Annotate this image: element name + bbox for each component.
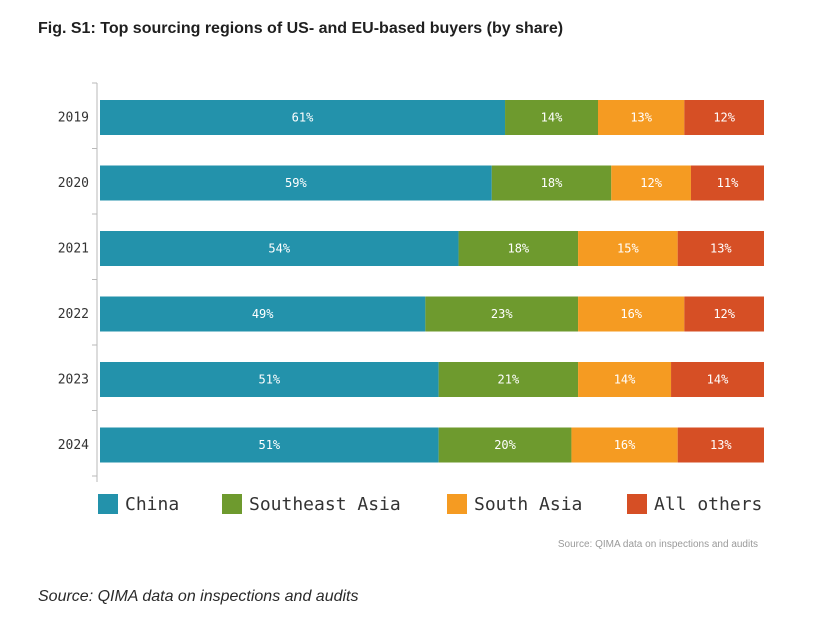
bar-value-label: 15%: [617, 242, 639, 256]
year-tick-label: 2023: [58, 373, 89, 388]
bar-value-label: 59%: [285, 176, 307, 190]
bar-value-label: 51%: [258, 438, 280, 452]
bar-value-label: 18%: [541, 176, 563, 190]
bar-value-label: 11%: [717, 176, 739, 190]
year-tick-label: 2022: [58, 307, 89, 322]
bar-value-label: 21%: [498, 373, 520, 387]
bar-segment: [677, 231, 764, 266]
bar-value-label: 20%: [494, 438, 516, 452]
bar-segment: [571, 427, 678, 463]
bar-value-label: 51%: [258, 373, 280, 387]
chart-title: Fig. S1: Top sourcing regions of US- and…: [38, 20, 564, 37]
bar-value-label: 49%: [252, 307, 274, 321]
bar-value-label: 13%: [710, 438, 732, 452]
bar-segment: [611, 165, 691, 201]
bar-value-label: 14%: [614, 373, 636, 387]
bar-value-label: 13%: [630, 111, 652, 125]
bar-value-label: 61%: [292, 111, 314, 125]
bar-segment: [684, 100, 764, 135]
legend-swatch: [222, 494, 242, 514]
bar-segment: [100, 231, 459, 266]
bar-segment: [100, 165, 492, 201]
year-tick-label: 2021: [58, 242, 89, 257]
bar-segment: [100, 100, 506, 135]
bar-segment: [100, 296, 426, 332]
bar-segment: [690, 165, 764, 201]
bar-segment: [578, 362, 672, 397]
bar-value-label: 54%: [268, 242, 290, 256]
bar-segment: [458, 231, 579, 266]
bar-value-label: 14%: [541, 111, 563, 125]
legend-label: Southeast Asia: [249, 494, 401, 515]
bar-value-label: 12%: [640, 176, 662, 190]
bar-segment: [491, 165, 612, 201]
stacked-bar-chart: 2019 61% 14% 13% 12% 2020 59% 18% 12% 11% 2021 54% 1…: [58, 82, 764, 515]
bar-segment: [578, 231, 678, 266]
bar-value-label: 23%: [491, 307, 513, 321]
bar-segment: [684, 296, 764, 332]
bar-value-label: 12%: [713, 111, 735, 125]
bar-value-label: 16%: [620, 307, 642, 321]
bar-value-label: 18%: [507, 242, 529, 256]
chart-source-note: Source: QIMA data on inspections and aud…: [557, 539, 758, 550]
legend-swatch: [98, 494, 118, 514]
year-tick-label: 2024: [58, 438, 89, 453]
bar-segment: [438, 362, 579, 397]
bar-segment: [677, 427, 764, 463]
bar-segment: [425, 296, 579, 332]
legend-label: South Asia: [474, 494, 582, 515]
year-tick-label: 2019: [58, 111, 89, 126]
year-tick-label: 2020: [58, 176, 89, 191]
bar-value-label: 12%: [713, 307, 735, 321]
bar-value-label: 13%: [710, 242, 732, 256]
bar-segment: [438, 427, 572, 463]
bar-segment: [505, 100, 598, 135]
footer-source: Source: QIMA data on inspections and aud…: [38, 588, 359, 605]
bar-segment: [100, 362, 439, 397]
bar-value-label: 16%: [614, 438, 636, 452]
bar-segment: [578, 296, 685, 332]
legend-swatch: [627, 494, 647, 514]
bar-segment: [671, 362, 764, 397]
legend-label: China: [125, 494, 179, 515]
legend-label: All others: [654, 494, 762, 515]
legend-swatch: [447, 494, 467, 514]
bar-segment: [100, 427, 439, 463]
bar-value-label: 14%: [707, 373, 729, 387]
bar-segment: [598, 100, 685, 135]
